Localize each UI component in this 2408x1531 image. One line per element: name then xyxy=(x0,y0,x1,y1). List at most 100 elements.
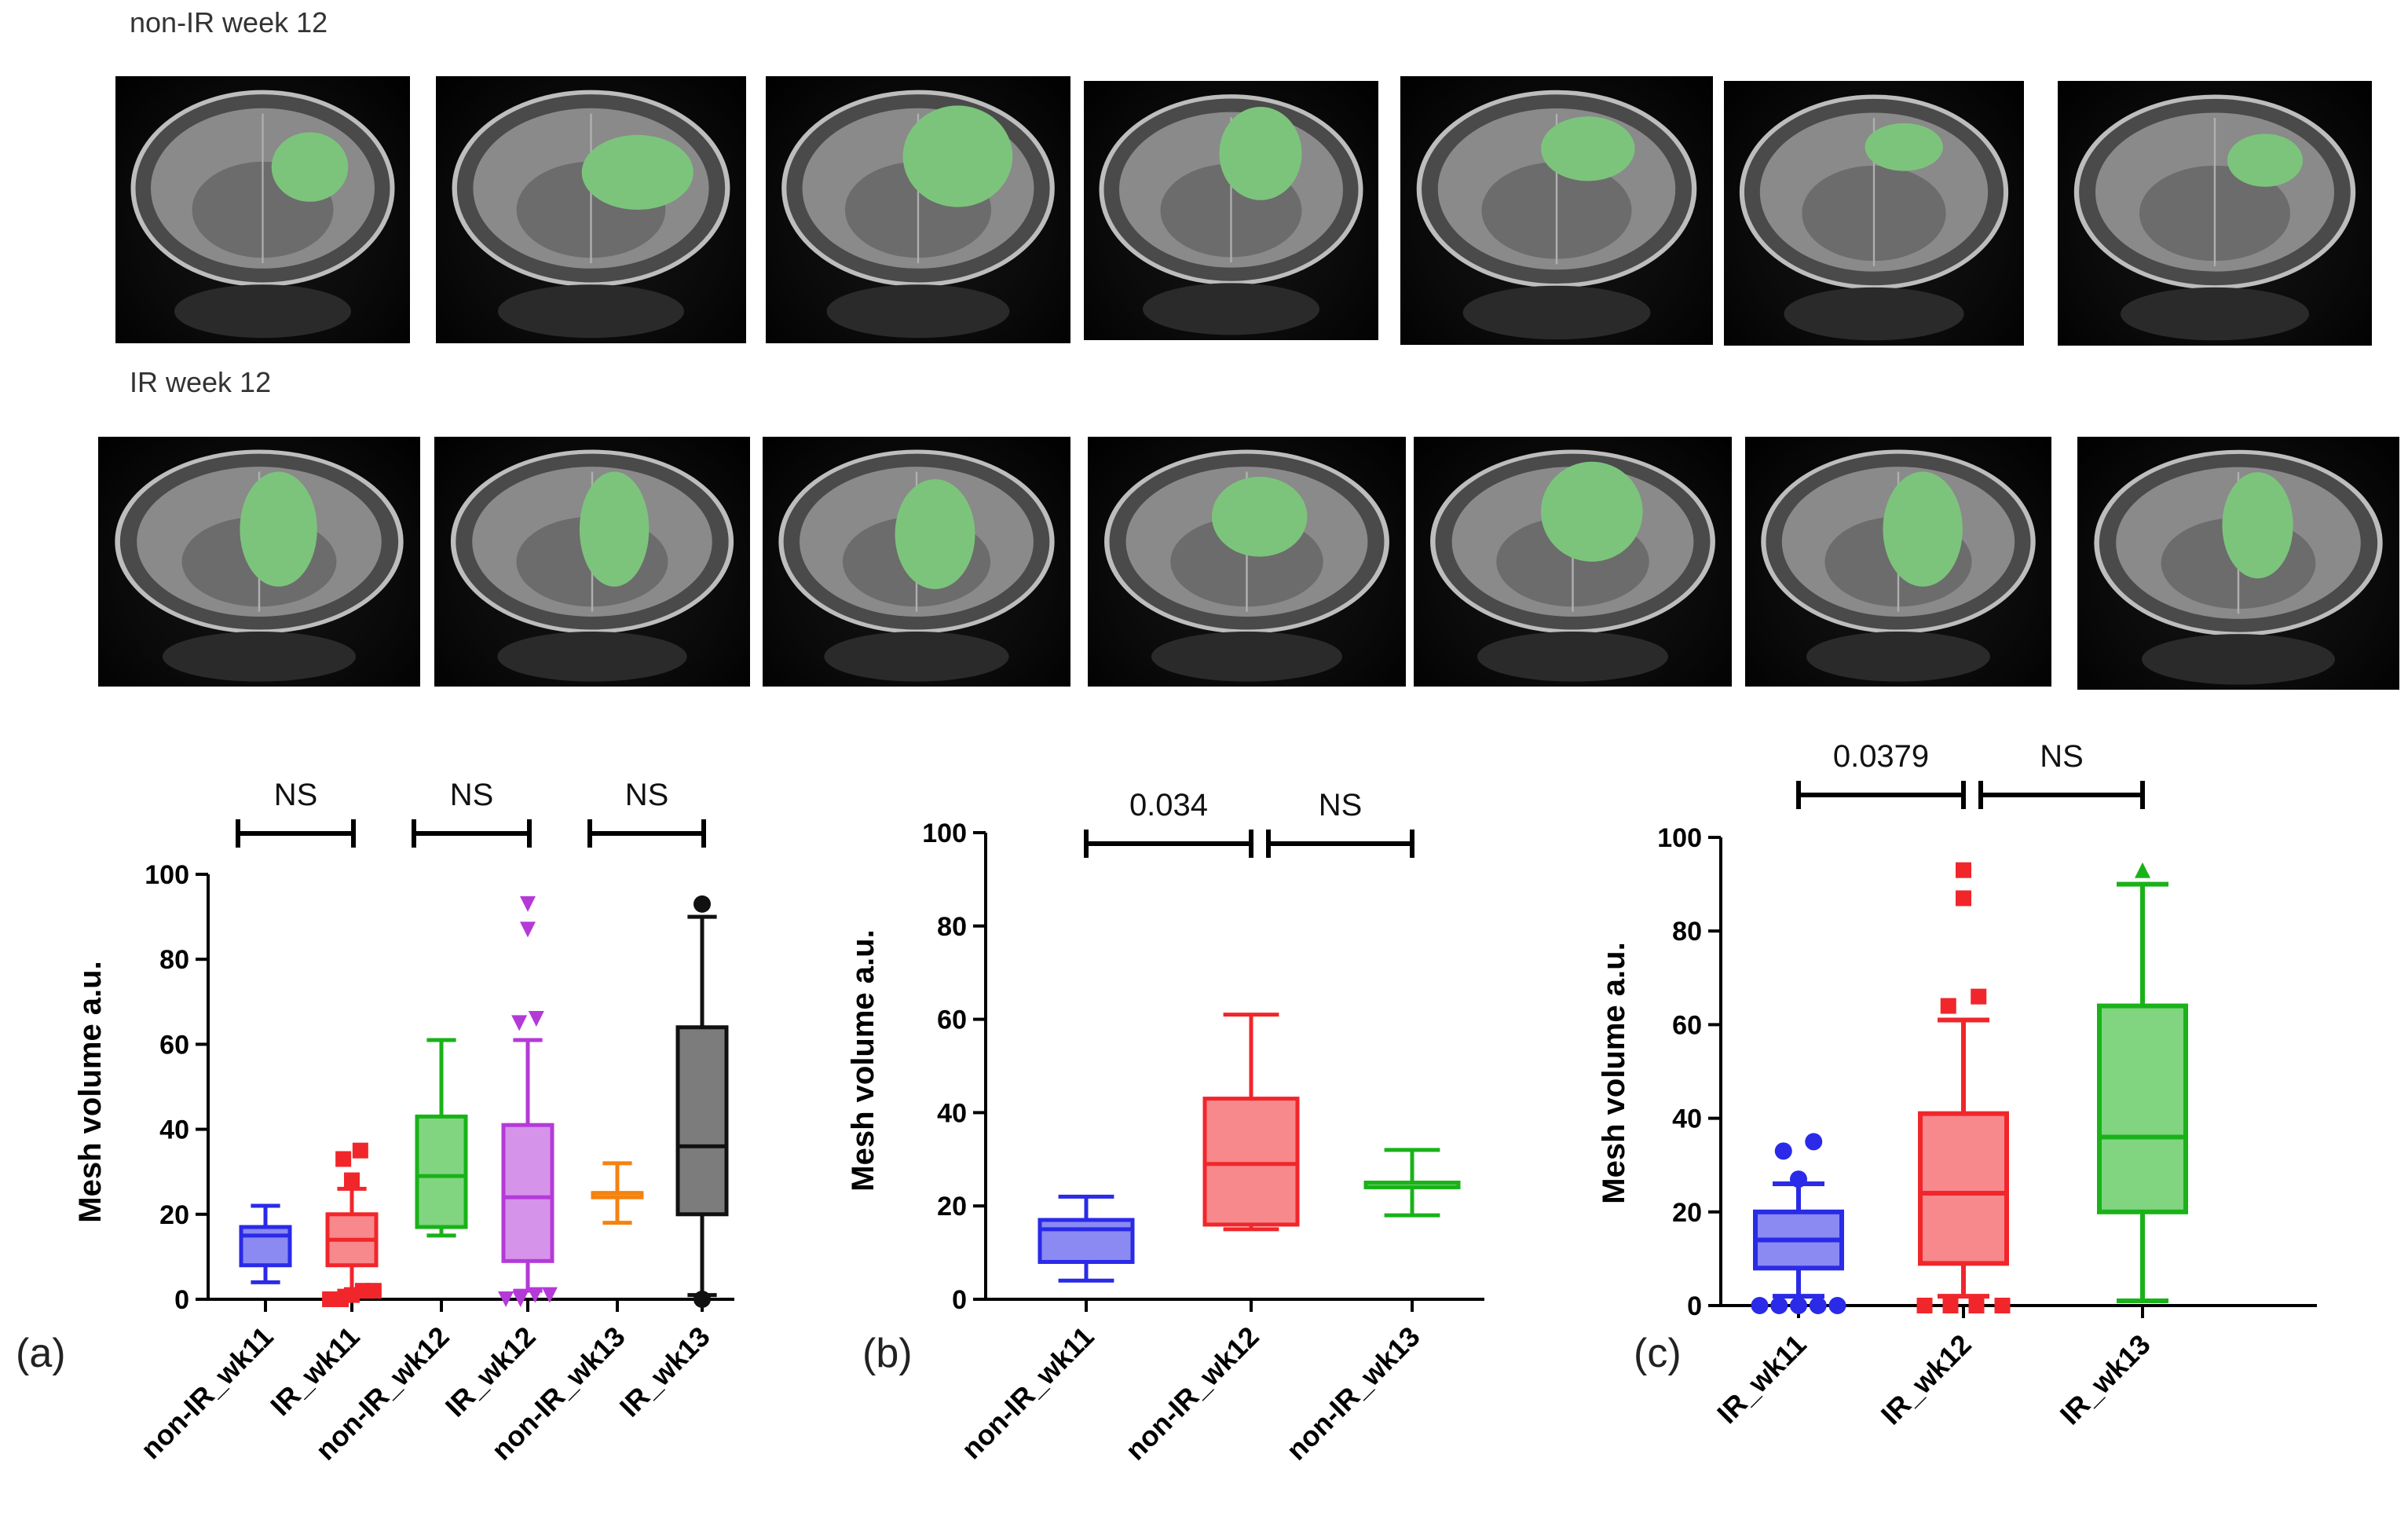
outlier-point xyxy=(1751,1297,1769,1314)
outlier-point xyxy=(1916,1298,1933,1313)
outlier-point xyxy=(512,1291,529,1307)
significance-bracket: NS xyxy=(1266,788,1414,858)
box-non-IR_wk13: non-IR_wk13 xyxy=(1280,1148,1461,1467)
outlier-point xyxy=(693,1291,711,1308)
lower-tissue xyxy=(498,284,684,339)
tumor-segmentation-mask xyxy=(895,479,975,589)
ir-mri-image-6 xyxy=(1745,437,2051,687)
outlier-point xyxy=(2135,862,2150,878)
outlier-point xyxy=(1994,1298,2011,1313)
category-label: IR_wk13 xyxy=(613,1320,716,1423)
lower-tissue xyxy=(1143,283,1319,335)
box-iqr xyxy=(415,1114,468,1229)
box-non-IR_wk11: non-IR_wk11 xyxy=(134,1203,292,1466)
non-ir-mri-image-1 xyxy=(115,76,410,343)
significance-label: NS xyxy=(1319,788,1363,822)
tumor-segmentation-mask xyxy=(1883,471,1963,587)
y-tick-label: 60 xyxy=(1672,1010,1702,1040)
box-iqr xyxy=(501,1123,554,1263)
category-label: non-IR_wk12 xyxy=(1119,1320,1265,1467)
category-label: non-IR_wk11 xyxy=(134,1320,280,1466)
significance-bracket: NS xyxy=(412,778,532,848)
box-iqr xyxy=(2097,1003,2188,1214)
ir-mri-image-3 xyxy=(763,437,1070,687)
tumor-segmentation-mask xyxy=(1211,476,1308,557)
lower-tissue xyxy=(1462,285,1651,340)
category-label: non-IR_wk11 xyxy=(955,1320,1100,1466)
significance-label: 0.0379 xyxy=(1833,739,1929,774)
y-tick-label: 20 xyxy=(1672,1198,1702,1228)
lower-tissue xyxy=(824,632,1009,682)
y-tick-label: 0 xyxy=(1687,1291,1702,1321)
box-IR_wk12: IR_wk12 xyxy=(439,896,558,1423)
ir-mri-image-7 xyxy=(2077,437,2399,690)
significance-bracket: NS xyxy=(587,778,706,848)
y-tick-label: 80 xyxy=(937,912,967,942)
y-tick-label: 60 xyxy=(159,1030,189,1060)
category-label: non-IR_wk13 xyxy=(1280,1320,1426,1467)
tumor-segmentation-mask xyxy=(1219,107,1302,200)
y-tick-label: 100 xyxy=(1657,823,1702,853)
tumor-segmentation-mask xyxy=(240,471,317,587)
lower-tissue xyxy=(1806,632,1990,682)
box-iqr xyxy=(675,1025,729,1217)
lower-tissue xyxy=(497,632,687,682)
lower-tissue xyxy=(826,284,1010,339)
y-tick-label: 60 xyxy=(937,1005,967,1035)
outlier-point xyxy=(1828,1297,1846,1314)
non-ir-mri-image-4 xyxy=(1084,81,1378,340)
category-label: IR_wk11 xyxy=(1711,1328,1812,1430)
y-axis-label: Mesh volume a.u. xyxy=(73,961,108,1222)
outlier-point xyxy=(1956,862,1971,878)
significance-bracket: 0.034 xyxy=(1084,788,1253,858)
y-tick-label: 20 xyxy=(937,1192,967,1222)
outlier-point xyxy=(352,1142,368,1159)
tumor-segmentation-mask xyxy=(579,471,650,587)
y-tick-label: 40 xyxy=(159,1115,189,1145)
significance-bracket: NS xyxy=(1978,739,2145,809)
y-tick-label: 100 xyxy=(922,819,967,848)
outlier-point xyxy=(365,1283,382,1299)
chart-panel-3: 0 20 40 60 80 100 Mesh volume a.u. (c) IR_wk11 IR… xyxy=(1597,739,2317,1431)
panel-label: (b) xyxy=(862,1331,913,1376)
tumor-segmentation-mask xyxy=(2222,472,2293,579)
non-ir-mri-image-2 xyxy=(436,76,746,343)
box-iqr xyxy=(239,1225,292,1268)
box-IR_wk11: IR_wk11 xyxy=(1711,1133,1846,1430)
outlier-point xyxy=(528,1010,544,1027)
outlier-point xyxy=(520,896,536,912)
y-axis-label: Mesh volume a.u. xyxy=(846,929,880,1191)
outlier-point xyxy=(1942,1298,1959,1313)
outlier-point xyxy=(1956,890,1971,907)
y-tick-label: 100 xyxy=(145,860,189,890)
y-axis-label: Mesh volume a.u. xyxy=(1597,942,1631,1203)
tumor-segmentation-mask xyxy=(1541,461,1643,562)
category-label: IR_wk13 xyxy=(2054,1328,2157,1431)
box-IR_wk13: IR_wk13 xyxy=(2054,862,2188,1431)
outlier-point xyxy=(344,1172,360,1189)
box-IR_wk12: IR_wk12 xyxy=(1875,862,2011,1431)
category-label: IR_wk12 xyxy=(1875,1328,1978,1431)
ir-mri-image-4 xyxy=(1088,437,1406,687)
significance-label: NS xyxy=(2040,739,2084,774)
y-tick-label: 0 xyxy=(174,1285,189,1315)
outlier-point xyxy=(1774,1142,1792,1160)
tumor-segmentation-mask xyxy=(1865,123,1943,171)
outlier-point xyxy=(541,1287,558,1303)
lower-tissue xyxy=(1151,632,1342,682)
box-iqr xyxy=(1918,1111,2009,1266)
lower-tissue xyxy=(163,632,356,682)
ir-mri-image-5 xyxy=(1414,437,1732,687)
box-IR_wk11: IR_wk11 xyxy=(264,1142,382,1422)
significance-label: 0.034 xyxy=(1129,788,1208,822)
non-ir-mri-image-3 xyxy=(766,76,1070,343)
box-iqr xyxy=(1037,1218,1135,1264)
outlier-point xyxy=(1805,1133,1823,1151)
tumor-segmentation-mask xyxy=(1541,116,1635,181)
outlier-point xyxy=(1770,1297,1788,1314)
non-ir-row-label: non-IR week 12 xyxy=(130,6,328,38)
y-tick-label: 40 xyxy=(937,1098,967,1128)
significance-bracket: NS xyxy=(236,778,356,848)
y-tick-label: 40 xyxy=(1672,1104,1702,1134)
